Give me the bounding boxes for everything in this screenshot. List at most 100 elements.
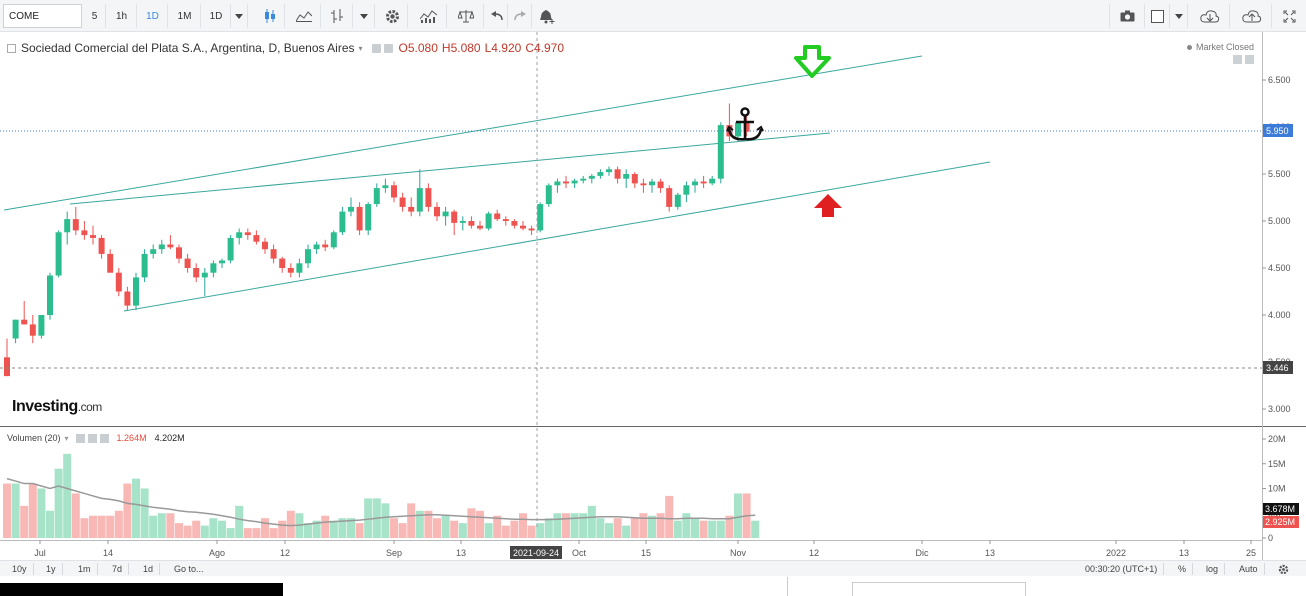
percent-toggle[interactable]: % <box>1172 563 1194 575</box>
candle <box>717 122 724 184</box>
candle-body <box>313 244 320 250</box>
eye-icon[interactable] <box>75 433 85 443</box>
pane-buttons <box>1233 55 1254 64</box>
volume-bar <box>699 520 708 538</box>
fullscreen-icon[interactable] <box>1274 4 1304 28</box>
log-toggle[interactable]: log <box>1200 563 1226 575</box>
volume-bar <box>63 453 72 538</box>
alert-icon[interactable] <box>534 4 560 28</box>
symbol-input[interactable] <box>3 4 82 28</box>
chevron-down-icon[interactable]: ▾ <box>358 43 363 53</box>
gear-icon[interactable] <box>378 4 408 28</box>
lower-channel-line[interactable] <box>123 161 991 312</box>
eye-icon[interactable] <box>371 43 381 53</box>
candle <box>47 272 53 320</box>
candle-body <box>502 219 509 221</box>
volume-bar <box>673 520 682 538</box>
range-1y[interactable]: 1y <box>40 563 63 575</box>
volume-bar <box>605 523 613 538</box>
goto-button[interactable]: Go to... <box>174 564 204 574</box>
volume-bar <box>11 483 20 538</box>
trend-lines[interactable] <box>3 55 991 312</box>
collapse-legend-icon[interactable] <box>7 43 16 53</box>
candle-body <box>47 275 53 315</box>
arrow-down-icon[interactable] <box>794 45 831 78</box>
interval-1d[interactable]: 1D <box>138 4 168 28</box>
marked-price-label: 3.446 <box>1266 363 1289 373</box>
current-price-tag <box>1263 124 1293 137</box>
candle <box>563 175 569 189</box>
candle-body <box>537 204 544 231</box>
candle-body <box>12 319 19 339</box>
range-7d[interactable]: 7d <box>106 563 130 575</box>
range-1m[interactable]: 1m <box>72 563 98 575</box>
chevron-down-icon[interactable]: ▾ <box>64 433 69 443</box>
pane-up-icon[interactable] <box>1233 55 1242 64</box>
volume-bar <box>441 515 450 538</box>
volume-bar <box>708 520 717 538</box>
anchor-icon[interactable] <box>726 107 764 141</box>
candle-body <box>176 247 182 259</box>
candle-body <box>391 185 397 198</box>
redo-icon[interactable] <box>508 4 532 28</box>
candle <box>657 178 664 193</box>
indicators-icon[interactable] <box>411 4 447 28</box>
close-icon[interactable] <box>99 433 109 443</box>
gear-icon[interactable] <box>1272 563 1295 575</box>
volume-bar <box>226 528 235 538</box>
price-tick-label: 6.500 <box>1268 75 1291 85</box>
cloud-download-icon[interactable] <box>1190 4 1230 28</box>
settings-icon[interactable] <box>87 433 97 443</box>
chevron-down-icon[interactable] <box>1170 4 1188 28</box>
candle <box>399 192 406 212</box>
chevron-down-icon[interactable] <box>231 4 248 28</box>
volume-marker-label-1: 3.678M <box>1265 504 1295 514</box>
price-chart[interactable]: 6.5006.0005.5005.0004.5004.0003.5003.000… <box>0 32 1306 560</box>
candles-icon[interactable] <box>255 4 285 28</box>
candle-body <box>296 263 303 273</box>
volume-bar <box>338 518 347 538</box>
volume-bar <box>20 505 29 538</box>
candle-body <box>210 263 217 273</box>
volume-tick-label: 15M <box>1268 459 1286 469</box>
layout-icon[interactable] <box>1146 4 1170 28</box>
bars-icon[interactable] <box>322 4 353 28</box>
chevron-down-icon[interactable] <box>353 4 375 28</box>
upper-channel-line[interactable] <box>3 55 923 211</box>
volume-bar <box>656 513 665 538</box>
volume-bar <box>691 518 699 538</box>
camera-icon[interactable] <box>1109 4 1145 28</box>
settings-icon[interactable] <box>383 43 393 53</box>
auto-toggle[interactable]: Auto <box>1233 563 1265 575</box>
middle-channel-line[interactable] <box>69 132 831 205</box>
arrow-up-icon[interactable] <box>814 194 842 217</box>
undo-icon[interactable] <box>486 4 508 28</box>
time-tick-label: Ago <box>209 548 225 558</box>
candle-body <box>416 188 423 212</box>
cloud-upload-icon[interactable] <box>1232 4 1272 28</box>
range-1d[interactable]: 1d <box>137 563 161 575</box>
toolbar: 5 1h 1D 1M 1D <box>0 0 1306 32</box>
pane-down-icon[interactable] <box>1245 55 1254 64</box>
volume-bar <box>252 528 261 538</box>
time-axis[interactable]: Jul 14 Ago 12 Sep 13 Oct 15 Nov 12 Dic 13 2022 13 25 <box>34 540 1256 558</box>
candle <box>649 178 655 193</box>
volume-bar <box>381 503 390 538</box>
candle <box>545 183 552 207</box>
candle-body <box>511 221 518 226</box>
compare-scale-icon[interactable] <box>449 4 484 28</box>
chart-legend: Sociedad Comercial del Plata S.A., Argen… <box>7 41 564 55</box>
interval-1h[interactable]: 1h <box>107 4 137 28</box>
interval-5[interactable]: 5 <box>84 4 106 28</box>
interval-dropdown[interactable]: 1D <box>202 4 231 28</box>
volume-bar <box>3 483 11 538</box>
candle <box>21 300 28 325</box>
volume-bar <box>570 513 579 538</box>
volume-value: 1.264M <box>116 433 147 443</box>
interval-1m[interactable]: 1M <box>169 4 201 28</box>
range-10y[interactable]: 10y <box>6 563 34 575</box>
area-chart-icon[interactable] <box>287 4 321 28</box>
candle-body <box>38 315 45 336</box>
volume-marker-tag-2 <box>1263 516 1299 528</box>
candle <box>520 221 526 231</box>
